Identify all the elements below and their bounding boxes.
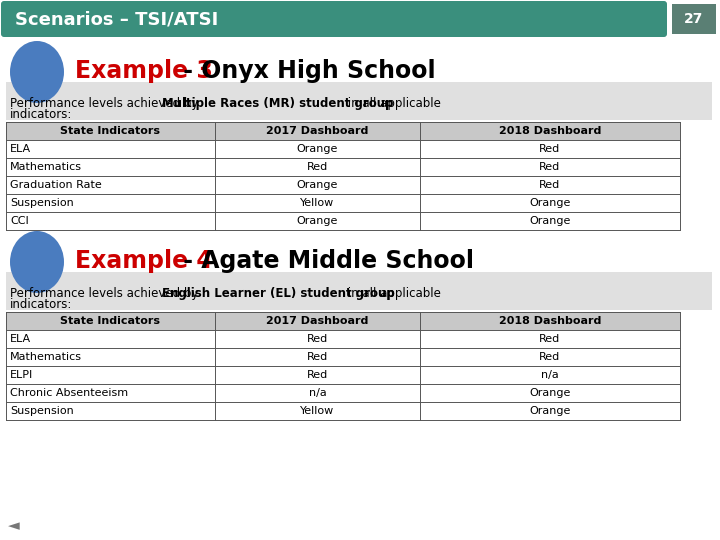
Text: 27: 27: [684, 12, 703, 26]
Text: ELPI: ELPI: [10, 370, 33, 380]
Text: Red: Red: [539, 180, 561, 190]
Text: State Indicators: State Indicators: [60, 126, 161, 136]
Text: - Onyx High School: - Onyx High School: [175, 59, 436, 83]
Text: Red: Red: [539, 352, 561, 362]
Text: indicators:: indicators:: [10, 299, 73, 312]
Text: n/a: n/a: [541, 370, 559, 380]
Bar: [6, 82, 712, 120]
Bar: [6, 312, 680, 330]
Text: Orange: Orange: [529, 216, 571, 226]
Text: Orange: Orange: [529, 198, 571, 208]
Text: Performance levels achieved by: Performance levels achieved by: [10, 98, 202, 111]
Text: Orange: Orange: [297, 216, 338, 226]
Text: Example 3: Example 3: [75, 59, 213, 83]
Text: Suspension: Suspension: [10, 406, 73, 416]
Text: 2018 Dashboard: 2018 Dashboard: [499, 316, 601, 326]
Bar: [6, 122, 680, 140]
Text: Orange: Orange: [529, 388, 571, 398]
Text: English Learner (EL) student group: English Learner (EL) student group: [162, 287, 395, 300]
Text: Red: Red: [307, 162, 328, 172]
Text: Scenarios – TSI/ATSI: Scenarios – TSI/ATSI: [15, 10, 218, 28]
Text: ◄: ◄: [8, 518, 19, 534]
Bar: [672, 4, 716, 34]
Text: Mathematics: Mathematics: [10, 352, 82, 362]
Text: Performance levels achieved by: Performance levels achieved by: [10, 287, 202, 300]
Text: Multiple Races (MR) student group: Multiple Races (MR) student group: [162, 98, 393, 111]
Text: n/a: n/a: [309, 388, 326, 398]
Text: 2017 Dashboard: 2017 Dashboard: [266, 316, 369, 326]
Text: CCI: CCI: [10, 216, 29, 226]
FancyBboxPatch shape: [1, 1, 667, 37]
Bar: [6, 312, 680, 420]
Text: Graduation Rate: Graduation Rate: [10, 180, 102, 190]
Text: Orange: Orange: [529, 406, 571, 416]
Text: Red: Red: [539, 334, 561, 344]
Text: State Indicators: State Indicators: [60, 316, 161, 326]
Text: ELA: ELA: [10, 144, 31, 154]
Ellipse shape: [10, 41, 64, 103]
Text: in all applicable: in all applicable: [344, 98, 441, 111]
Text: Orange: Orange: [297, 180, 338, 190]
Text: Example 4: Example 4: [75, 249, 212, 273]
Text: Yellow: Yellow: [300, 198, 335, 208]
Text: Mathematics: Mathematics: [10, 162, 82, 172]
Text: Red: Red: [307, 352, 328, 362]
Text: Red: Red: [307, 334, 328, 344]
Text: Suspension: Suspension: [10, 198, 73, 208]
Bar: [6, 272, 712, 310]
Text: Red: Red: [307, 370, 328, 380]
Text: Red: Red: [539, 162, 561, 172]
Text: 2017 Dashboard: 2017 Dashboard: [266, 126, 369, 136]
Text: 2018 Dashboard: 2018 Dashboard: [499, 126, 601, 136]
Text: Yellow: Yellow: [300, 406, 335, 416]
Text: Chronic Absenteeism: Chronic Absenteeism: [10, 388, 128, 398]
Ellipse shape: [10, 231, 64, 293]
Text: in all applicable: in all applicable: [344, 287, 441, 300]
Bar: [6, 122, 680, 230]
Text: ELA: ELA: [10, 334, 31, 344]
Text: Red: Red: [539, 144, 561, 154]
Text: - Agate Middle School: - Agate Middle School: [175, 249, 474, 273]
Text: Orange: Orange: [297, 144, 338, 154]
Text: indicators:: indicators:: [10, 109, 73, 122]
